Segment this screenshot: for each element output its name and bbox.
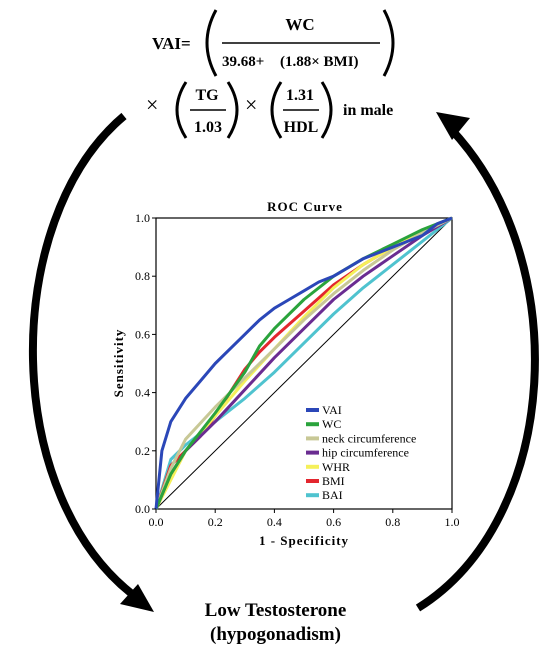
formula-frac3-denominator: HDL [284,119,319,136]
formula-times-1: × [146,92,158,117]
y-axis-label: Sensitivity [111,329,126,398]
legend-label: WC [322,417,341,431]
formula-paren-right-2 [226,81,239,139]
formula-paren-left-1 [205,9,218,77]
left-curved-arrow [28,112,143,604]
formula-frac2-denominator: 1.03 [194,119,222,136]
legend-label: hip circumference [322,446,409,460]
x-tick-label: 0.4 [267,515,282,529]
x-tick-label: 0.6 [326,515,341,529]
formula-paren-left-3 [270,81,283,139]
outcome-line-2: (hypogonadism) [210,624,341,645]
y-axis: 0.0 0.2 0.4 0.6 0.8 1.0 [135,211,156,516]
formula-paren-right-1 [382,9,395,77]
legend-label: BAI [322,488,343,502]
legend-label: BMI [322,474,345,488]
right-arrowhead-icon [436,112,470,140]
x-tick-label: 0.0 [149,515,164,529]
vai-formula: VAI= WC 39.68+ (1.88× BMI) × TG 1.03 × 1… [146,9,395,139]
formula-frac2-numerator: TG [195,87,219,104]
formula-frac1-numerator: WC [285,15,314,34]
chart-title: ROC Curve [267,199,343,214]
plot-lines [154,216,453,510]
formula-lhs: VAI= [152,34,191,53]
reference-diagonal [155,217,453,510]
x-tick-label: 1.0 [445,515,460,529]
y-tick-label: 0.2 [135,444,150,458]
series-line-wc [154,216,453,510]
formula-frac1-denominator-b: (1.88× BMI) [280,54,359,70]
legend-label: VAI [322,403,342,417]
y-tick-label: 0.8 [135,269,150,283]
outcome-line-1: Low Testosterone [204,600,347,621]
x-axis: 0.0 0.2 0.4 0.6 0.8 1.0 [149,509,460,529]
formula-times-2: × [245,92,257,117]
legend-label: neck circumference [322,431,416,445]
y-tick-label: 1.0 [135,211,150,225]
formula-frac1-denominator-a: 39.68+ [222,54,264,70]
right-curved-arrow [415,125,539,612]
x-tick-label: 0.8 [385,515,400,529]
formula-suffix: in male [343,102,393,119]
roc-chart: ROC Curve 0.0 0.2 0.4 0.6 0.8 1.0 0.00.20.40.… [111,199,460,548]
y-tick-label: 0.0 [135,502,150,516]
formula-paren-right-3 [320,81,333,139]
legend-label: WHR [322,460,350,474]
y-tick-label: 0.4 [135,386,150,400]
y-tick-label: 0.6 [135,327,150,341]
formula-paren-left-2 [175,81,188,139]
x-tick-label: 0.2 [208,515,223,529]
series-line-neck-circumference [154,216,453,510]
x-axis-label: 1 - Specificity [259,533,349,548]
series-line-bai [154,216,453,510]
series-line-vai [154,216,453,510]
formula-frac3-numerator: 1.31 [286,87,314,104]
cycle-arrows [28,112,539,612]
left-arrowhead-icon [120,584,154,612]
